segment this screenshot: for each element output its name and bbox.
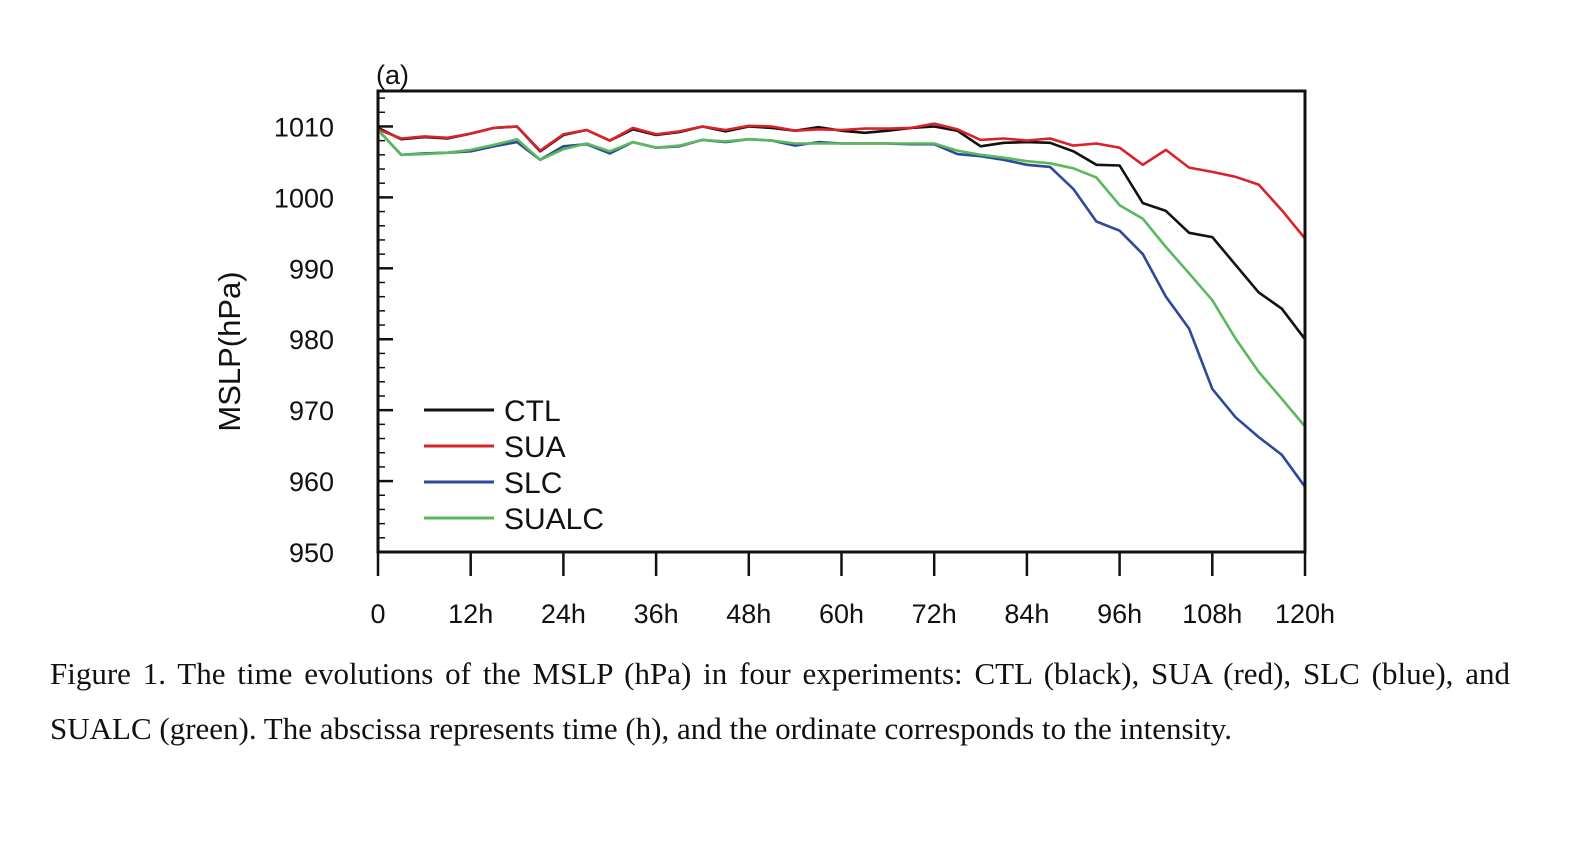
y-tick-label: 960 (289, 467, 334, 497)
x-tick-label: 36h (634, 599, 679, 629)
series-line-ctl (377, 125, 1307, 340)
x-tick-label: 72h (912, 599, 957, 629)
x-tick-label: 84h (1004, 599, 1049, 629)
y-tick-label: 990 (289, 254, 334, 284)
x-tick-label: 0 (370, 599, 385, 629)
series-line-sualc (377, 129, 1306, 428)
y-axis-label: MSLP(hPa) (212, 271, 247, 431)
y-tick-label: 1000 (274, 183, 334, 213)
x-tick-label: 48h (726, 599, 771, 629)
y-tick-label: 970 (289, 396, 334, 426)
series-line-sua (377, 122, 1307, 240)
series-layer (377, 122, 1307, 488)
x-tick-label: 108h (1182, 599, 1242, 629)
plot-frame (376, 89, 1307, 554)
figure-caption: Figure 1. The time evolutions of the MSL… (50, 656, 1510, 746)
x-ticks: 0 12h 24h 36h 48h 60h 72h 84h 96h 108h 120h (370, 552, 1335, 629)
y-tick-label: 980 (289, 325, 334, 355)
x-tick-label: 96h (1097, 599, 1142, 629)
mslp-line-chart: 0 12h 24h 36h 48h 60h 72h 84h 96h 108h 120h 950 960… (212, 60, 1335, 629)
legend-label-slc: SLC (504, 467, 562, 500)
x-tick-label: 60h (819, 599, 864, 629)
legend-label-sua: SUA (504, 431, 566, 464)
x-tick-label: 120h (1275, 599, 1335, 629)
panel-label: (a) (376, 60, 409, 90)
legend-label-ctl: CTL (504, 395, 561, 428)
legend-label-sualc: SUALC (504, 503, 604, 536)
y-tick-label: 950 (289, 538, 334, 568)
x-tick-label: 24h (541, 599, 586, 629)
x-tick-label: 12h (448, 599, 493, 629)
y-ticks: 950 960 970 980 990 1000 1010 (274, 112, 393, 568)
y-tick-label: 1010 (274, 112, 334, 142)
